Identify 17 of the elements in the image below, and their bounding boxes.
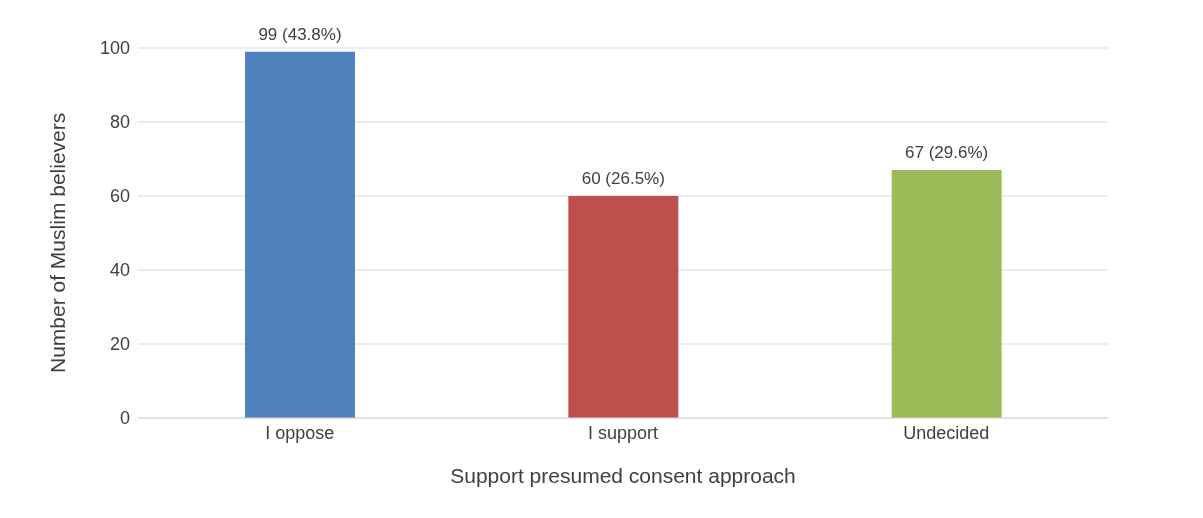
y-tick-label: 100	[99, 38, 130, 59]
y-tick-label: 20	[109, 334, 130, 355]
y-tick-label: 40	[109, 260, 130, 281]
data-label: 67 (29.6%)	[905, 143, 989, 163]
y-tick-label: 60	[109, 186, 130, 207]
bar	[245, 51, 355, 418]
data-label: 60 (26.5%)	[581, 169, 665, 188]
x-axis-title: Support presumed consent approach	[450, 464, 796, 487]
y-tick-label: 80	[109, 112, 130, 133]
bar	[568, 196, 679, 418]
x-tick-label: Undecided	[903, 422, 990, 443]
x-tick-label: I support	[587, 422, 659, 443]
x-tick-label: I oppose	[265, 422, 335, 443]
data-label: 99 (43.8%)	[258, 24, 342, 44]
y-tick-label: 0	[119, 408, 130, 429]
bar	[891, 170, 1002, 418]
y-axis-title: Number of Muslim believers	[46, 112, 70, 373]
